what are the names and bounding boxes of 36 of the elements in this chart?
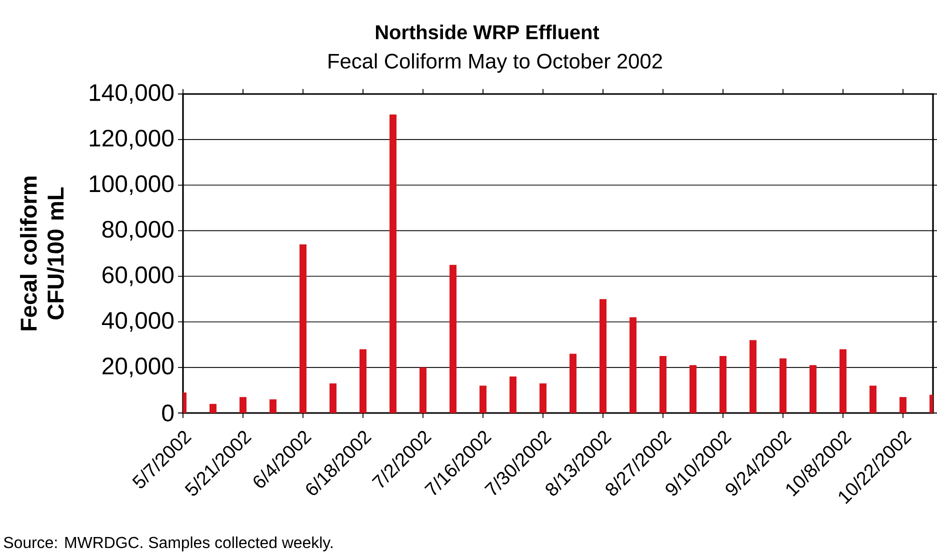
y-tick-label: 60,000 [102, 266, 174, 286]
y-tick-label: 20,000 [102, 358, 174, 378]
y-tick-label: 140,000 [90, 84, 174, 104]
y-tick-label: 120,000 [90, 130, 174, 150]
y-tick-label: 0 [162, 404, 174, 422]
bar [630, 317, 637, 413]
source-note: Source: MWRDGC. Samples collected weekly. [4, 536, 332, 552]
bar [570, 354, 577, 413]
y-tick-label: 100,000 [90, 175, 174, 196]
bar [360, 349, 367, 413]
bar [840, 349, 847, 413]
bar [660, 356, 667, 413]
bar [810, 365, 817, 413]
bar [450, 264, 457, 413]
bar [750, 340, 757, 413]
bar [870, 386, 877, 413]
bar [270, 399, 276, 413]
bar [510, 376, 517, 413]
bar [330, 383, 337, 413]
bar [690, 365, 697, 413]
bar [780, 358, 787, 413]
chart-title: Northside WRP Effluent [376, 24, 600, 40]
bar [210, 404, 216, 413]
y-tick-label: 80,000 [102, 220, 174, 241]
bar [240, 397, 246, 413]
chart-subtitle: Fecal Coliform May to October 2002 [328, 53, 662, 73]
bar [540, 383, 547, 413]
bar [600, 299, 607, 413]
bar [900, 397, 907, 413]
bar [720, 356, 727, 413]
y-axis-title: Fecal coliform CFU/100 mL [20, 176, 64, 330]
y-tick-label: 40,000 [102, 312, 174, 332]
bar [420, 367, 427, 413]
bar [390, 114, 397, 413]
bar [480, 386, 487, 413]
bar [300, 244, 307, 413]
